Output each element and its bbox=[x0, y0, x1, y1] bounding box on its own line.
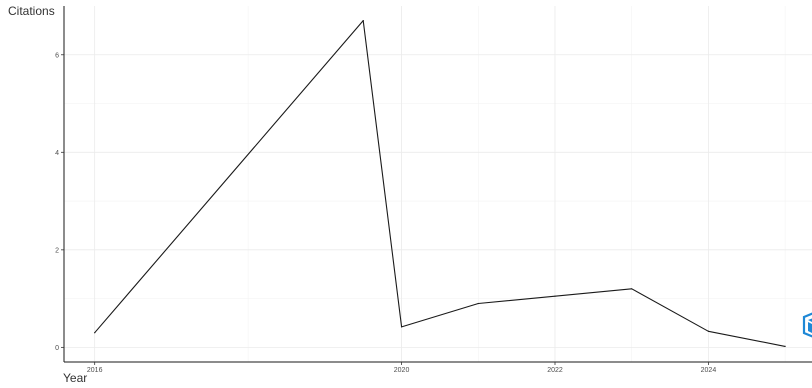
y-tick-label: 6 bbox=[55, 52, 59, 59]
x-axis-title: Year bbox=[63, 371, 88, 385]
data-point bbox=[94, 332, 96, 334]
y-tick-label: 4 bbox=[55, 150, 59, 157]
y-tick-label: 0 bbox=[55, 345, 59, 352]
data-point bbox=[631, 288, 633, 290]
x-tick-label: 2024 bbox=[701, 367, 717, 374]
data-point bbox=[400, 326, 403, 328]
x-tick-label: 2022 bbox=[547, 367, 563, 374]
data-point bbox=[707, 330, 710, 332]
logo-left-face bbox=[808, 322, 812, 333]
data-point bbox=[784, 345, 786, 347]
data-point bbox=[554, 295, 556, 297]
y-tick-label: 2 bbox=[55, 247, 59, 254]
grid-lines bbox=[64, 6, 812, 362]
tick-labels: 2016 2020 2022 2024 0 2 4 6 bbox=[55, 52, 716, 374]
series-line bbox=[94, 20, 786, 347]
y-axis-title: Citations bbox=[8, 4, 55, 18]
data-point bbox=[477, 302, 479, 305]
data-point bbox=[362, 20, 364, 22]
watermark-logo-icon bbox=[802, 312, 812, 338]
series-layer bbox=[94, 20, 786, 347]
x-tick-label: 2016 bbox=[87, 367, 103, 374]
x-tick-label: 2020 bbox=[394, 367, 410, 374]
logo-top-face bbox=[808, 318, 812, 322]
axes bbox=[61, 6, 812, 365]
